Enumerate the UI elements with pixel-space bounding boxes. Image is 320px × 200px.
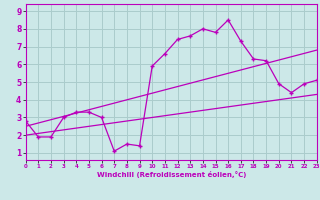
X-axis label: Windchill (Refroidissement éolien,°C): Windchill (Refroidissement éolien,°C) xyxy=(97,171,246,178)
